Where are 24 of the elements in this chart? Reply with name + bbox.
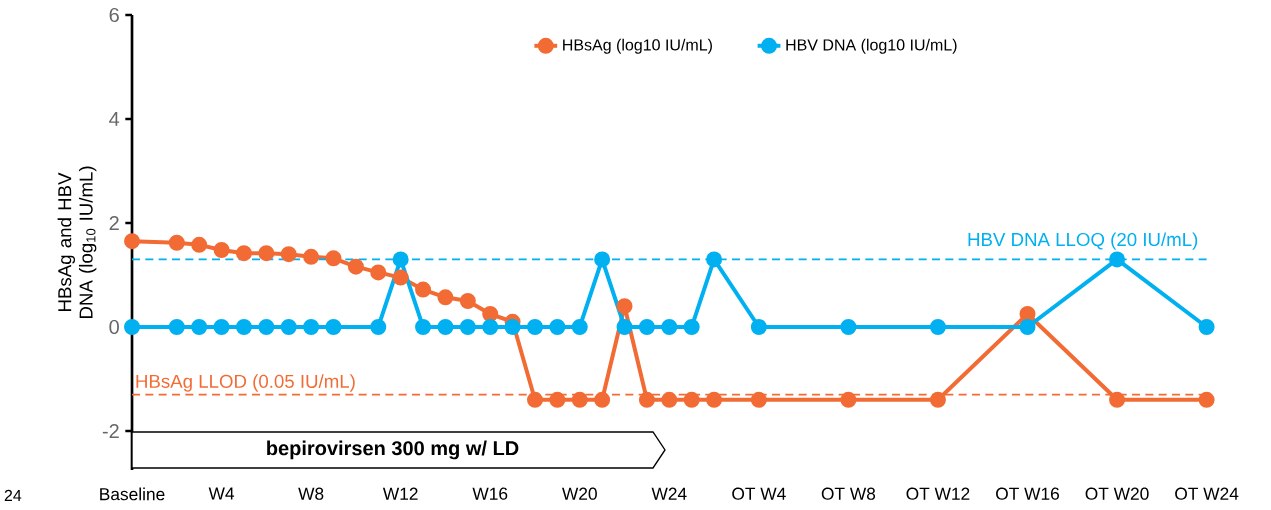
x-tick-label: W4	[208, 487, 235, 500]
x-tick-label: OT W8	[821, 487, 876, 500]
x-tick-label: W24	[651, 487, 687, 500]
x-tick-label: OT W12	[906, 487, 970, 500]
x-tick-label: OT W24	[1175, 487, 1239, 500]
y-tick-label: 2	[109, 216, 119, 230]
annotation: bepirovirsen 300 mg w/ LD	[267, 440, 519, 460]
x-tick-label: OT W16	[996, 487, 1060, 500]
x-tick-label: OT W20	[1085, 487, 1149, 500]
legend-label: HBV DNA (log10 IU/mL)	[786, 38, 957, 54]
y-tick-label: 4	[109, 112, 120, 126]
ref-line-label: HBsAg LLOD (0.05 IU/mL)	[136, 374, 355, 392]
legend-label: HBsAg (log10 IU/mL)	[563, 38, 712, 54]
text: 24	[4, 489, 22, 501]
ref-line-label: HBV DNA LLOQ (20 IU/mL)	[968, 232, 1198, 250]
x-tick-label: Baseline	[100, 487, 165, 501]
x-tick-label: W12	[382, 487, 418, 500]
y-tick-label: -2	[102, 424, 119, 438]
y-tick-label: 0	[109, 319, 119, 335]
x-tick-label: W8	[298, 487, 324, 500]
x-tick-label: W20	[562, 487, 597, 500]
x-tick-label: OT W4	[732, 487, 786, 500]
y-tick-label: 6	[109, 7, 119, 23]
x-tick-label: W16	[472, 487, 508, 500]
